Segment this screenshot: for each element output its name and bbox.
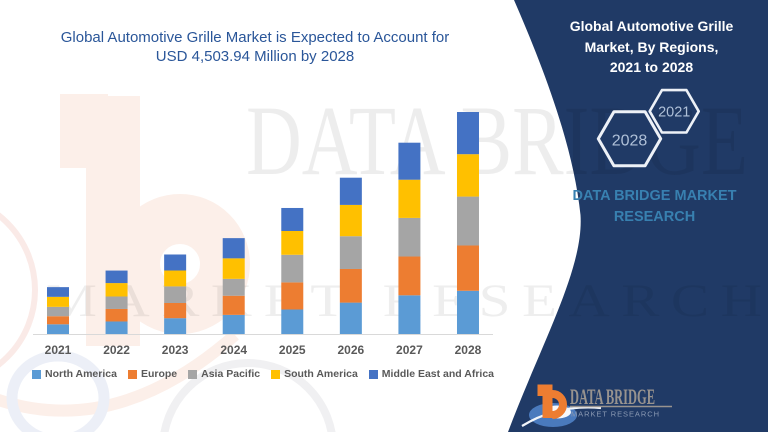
bar-segment-2023-asia-pacific xyxy=(164,286,187,303)
bar-segment-2024-middle-east-and-africa xyxy=(222,238,245,259)
bar-segment-2026-asia-pacific xyxy=(339,236,362,269)
watermark-circle-right xyxy=(160,359,336,432)
bar-segment-2028-south-america xyxy=(456,154,479,197)
bar-segment-2027-asia-pacific xyxy=(398,217,421,257)
x-axis-label-2022: 2022 xyxy=(103,343,130,357)
bar-segment-2028-middle-east-and-africa xyxy=(456,112,479,155)
bar-segment-2027-middle-east-and-africa xyxy=(398,142,421,180)
bar-segment-2021-south-america xyxy=(47,296,69,307)
bar-segment-2025-south-america xyxy=(281,230,304,255)
legend-label: North America xyxy=(44,368,117,380)
bar-segment-2025-middle-east-and-africa xyxy=(281,207,304,231)
legend-swatch-icon xyxy=(127,369,137,379)
logo-sub-text: MARKET RESEARCH xyxy=(571,410,659,419)
hexagon-2028: 2028 xyxy=(596,110,663,168)
bar-segment-2025-north-america xyxy=(281,309,304,334)
bar-2026 xyxy=(339,177,362,334)
bar-segment-2022-north-america xyxy=(105,321,128,334)
bar-segment-2023-europe xyxy=(164,303,187,319)
legend-label: Middle East and Africa xyxy=(381,368,495,380)
bar-segment-2027-europe xyxy=(398,256,421,296)
legend-swatch-icon xyxy=(31,369,41,379)
legend-item-north-america: North America xyxy=(31,368,117,380)
bar-2023 xyxy=(164,254,187,334)
bar-segment-2026-middle-east-and-africa xyxy=(339,177,362,205)
legend-label: Asia Pacific xyxy=(201,368,261,380)
bar-segment-2028-europe xyxy=(456,245,479,291)
bar-2025 xyxy=(281,207,304,334)
bar-segment-2027-north-america xyxy=(398,295,421,334)
legend-swatch-icon xyxy=(271,369,281,379)
x-axis-label-2026: 2026 xyxy=(337,343,365,357)
panel-title: Global Automotive Grille Market, By Regi… xyxy=(569,18,734,75)
hexagon-2028-label: 2028 xyxy=(612,132,648,149)
x-axis-label-2021: 2021 xyxy=(44,343,72,357)
bar-segment-2027-south-america xyxy=(398,179,421,218)
bar-segment-2026-south-america xyxy=(339,204,362,237)
bar-segment-2022-europe xyxy=(105,308,128,322)
bar-segment-2022-south-america xyxy=(105,283,128,297)
chart-title: Global Automotive Grille Market is Expec… xyxy=(60,29,450,65)
chart-legend: North America Europe Asia Pacific South Ame… xyxy=(31,368,495,380)
hexagon-2021: 2021 xyxy=(648,88,701,134)
bar-segment-2024-north-america xyxy=(222,314,245,334)
logo-b-icon xyxy=(521,384,602,427)
bar-segment-2021-north-america xyxy=(47,324,69,334)
bar-segment-2024-asia-pacific xyxy=(222,278,245,296)
legend-item-europe: Europe xyxy=(127,368,178,380)
bar-2021 xyxy=(47,287,69,334)
bar-segment-2024-south-america xyxy=(222,258,245,279)
logo-name-text: DATA BRIDGE xyxy=(570,384,655,409)
legend-label: South America xyxy=(284,368,358,380)
bar-segment-2028-asia-pacific xyxy=(456,196,479,246)
bar-segment-2028-north-america xyxy=(456,290,479,334)
bar-2028 xyxy=(456,112,479,334)
hexagon-2021-label: 2021 xyxy=(658,104,690,120)
x-axis-label-2024: 2024 xyxy=(220,343,248,357)
legend-swatch-icon xyxy=(188,369,198,379)
watermark-arc-left xyxy=(0,212,38,368)
bar-segment-2025-asia-pacific xyxy=(281,254,304,283)
bar-segment-2025-europe xyxy=(281,282,304,310)
bar-2024 xyxy=(222,238,245,334)
legend-label: Europe xyxy=(140,368,178,380)
panel-brand-text: DATA BRIDGE MARKET RESEARCH xyxy=(572,188,737,225)
legend-item-middle-east-and-africa: Middle East and Africa xyxy=(368,368,495,380)
bar-segment-2021-middle-east-and-africa xyxy=(47,287,69,297)
x-axis-label-2028: 2028 xyxy=(454,343,482,357)
bar-segment-2021-asia-pacific xyxy=(47,306,69,317)
legend-swatch-icon xyxy=(368,369,378,379)
legend-item-asia-pacific: Asia Pacific xyxy=(188,368,260,380)
bar-segment-2023-middle-east-and-africa xyxy=(164,254,187,271)
watermark-d-swirl xyxy=(6,350,110,432)
bar-segment-2023-north-america xyxy=(164,318,187,334)
x-axis-label-2023: 2023 xyxy=(161,343,189,357)
bar-segment-2023-south-america xyxy=(164,270,187,287)
bar-2027 xyxy=(398,142,421,334)
bar-segment-2026-north-america xyxy=(339,302,362,334)
bar-segment-2026-europe xyxy=(339,268,362,303)
bar-segment-2022-asia-pacific xyxy=(105,296,128,309)
bar-segment-2024-europe xyxy=(222,295,245,315)
bar-segment-2021-europe xyxy=(47,316,69,325)
bar-segment-2022-middle-east-and-africa xyxy=(105,270,128,284)
x-axis-label-2025: 2025 xyxy=(278,343,306,357)
legend-item-south-america: South America xyxy=(271,368,358,380)
x-axis-label-2027: 2027 xyxy=(396,343,423,357)
bar-2022 xyxy=(105,270,128,334)
